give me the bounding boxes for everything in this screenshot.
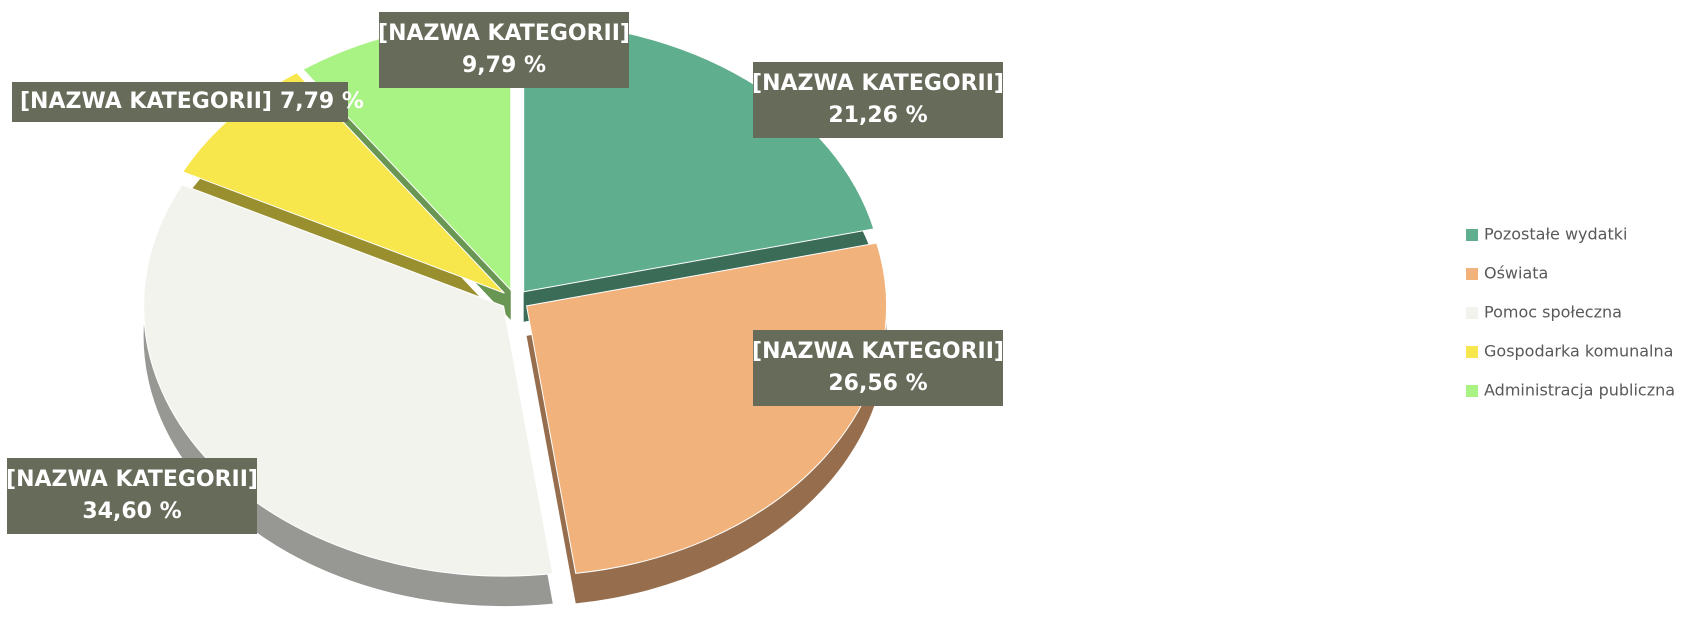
data-label-box [379,12,629,88]
legend-label: Gospodarka komunalna [1484,342,1673,361]
data-label-name: [NAZWA KATEGORII] [752,339,1004,364]
data-label-box [753,62,1003,138]
data-label-value: 7,79 % [280,89,364,114]
data-label-name: [NAZWA KATEGORII] [752,71,1004,96]
legend-swatch [1466,268,1478,280]
legend-swatch [1466,346,1478,358]
data-label: [NAZWA KATEGORII] 21,26 % [752,62,1004,138]
legend-swatch [1466,307,1478,319]
legend-label: Pozostałe wydatki [1484,225,1627,244]
data-label-name: [NAZWA KATEGORII] [20,89,272,114]
legend-swatch [1466,385,1478,397]
slice [525,242,888,574]
data-label-box [7,458,257,534]
data-label: [NAZWA KATEGORII] 9,79 % [378,12,630,88]
legend-swatch [1466,229,1478,241]
data-label: [NAZWA KATEGORII] 7,79 % [12,82,364,122]
legend-label: Administracja publiczna [1484,381,1675,400]
data-label-value: 34,60 % [82,499,181,524]
data-label-box [753,330,1003,406]
data-label-value: 9,79 % [462,53,546,78]
data-label-name: [NAZWA KATEGORII] [378,21,630,46]
legend-label: Pomoc społeczna [1484,303,1622,322]
data-label: [NAZWA KATEGORII] 26,56 % [752,330,1004,406]
data-label: [NAZWA KATEGORII] 34,60 % [6,458,258,534]
data-label-value: 21,26 % [828,103,927,128]
data-label-box [12,82,348,122]
data-label-name: [NAZWA KATEGORII] [6,467,258,492]
data-label-value: 26,56 % [828,371,927,396]
legend-label: Oświata [1484,264,1548,283]
